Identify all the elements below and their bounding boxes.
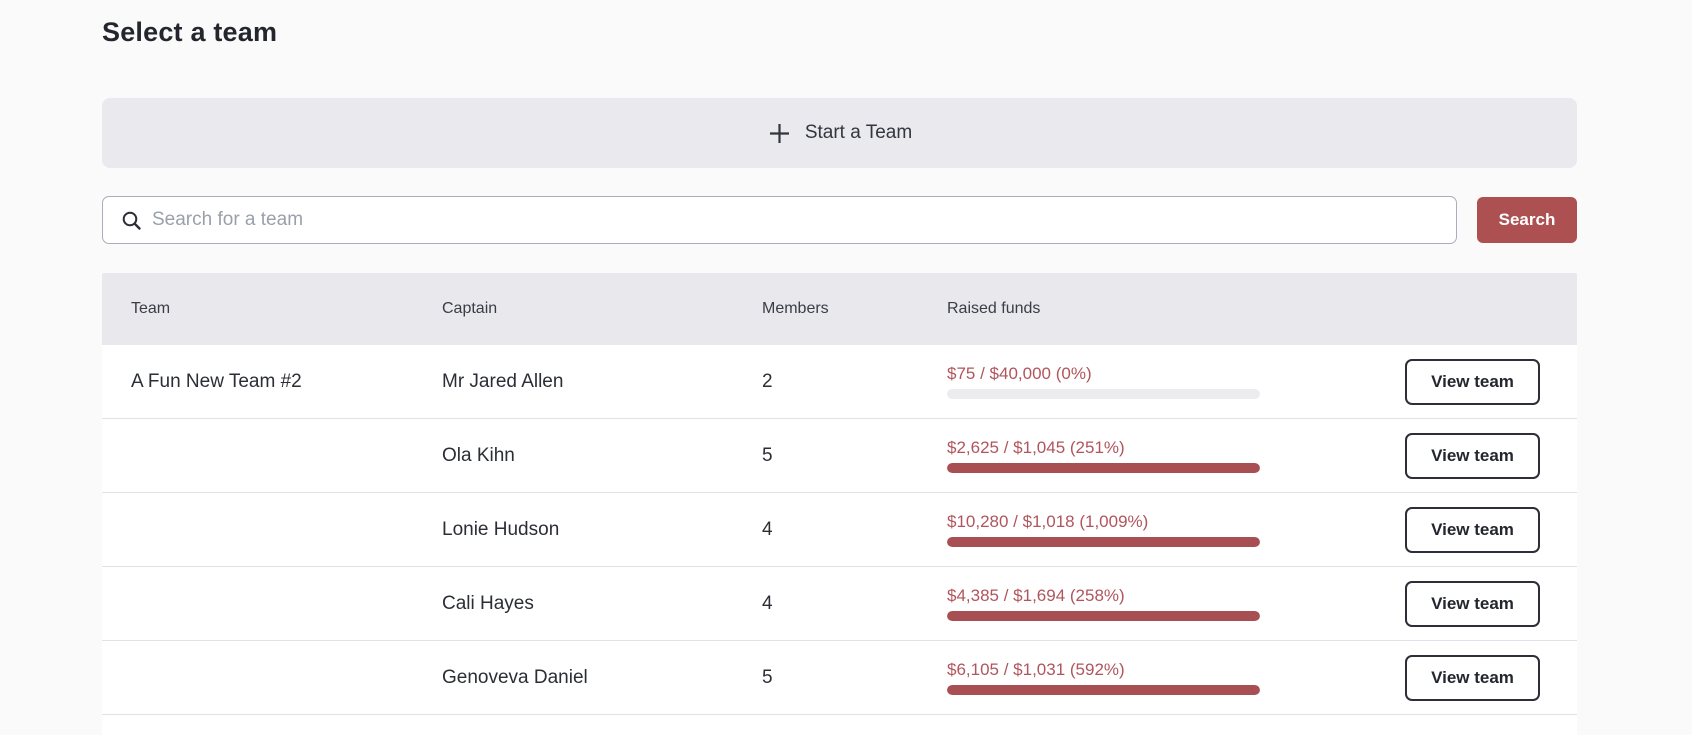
raised-funds-cell: $4,385 / $1,694 (258%)	[917, 586, 1372, 621]
view-team-button[interactable]: View team	[1405, 358, 1540, 405]
table-header-row: Team Captain Members Raised funds	[102, 273, 1577, 345]
raised-funds-text: $2,625 / $1,045 (251%)	[947, 438, 1125, 457]
table-row: Ola Kihn 5 $2,625 / $1,045 (251%) View t…	[102, 419, 1577, 493]
captain-cell: Genoveva Daniel	[442, 666, 588, 688]
progress-bar	[947, 389, 1260, 399]
table-row: Cali Hayes 4 $4,385 / $1,694 (258%) View…	[102, 567, 1577, 641]
raised-funds-text: $6,105 / $1,031 (592%)	[947, 660, 1125, 679]
raised-funds-text: $10,280 / $1,018 (1,009%)	[947, 512, 1149, 531]
view-team-button[interactable]: View team	[1405, 432, 1540, 479]
raised-funds-cell: $10,280 / $1,018 (1,009%)	[917, 512, 1372, 547]
raised-funds-cell: $6,105 / $1,031 (592%)	[917, 660, 1372, 695]
start-a-team-label: Start a Team	[804, 122, 913, 143]
progress-bar	[947, 611, 1260, 621]
teams-table: Team Captain Members Raised funds A Fun …	[102, 273, 1577, 735]
progress-bar	[947, 463, 1260, 473]
members-cell: 4	[762, 518, 773, 540]
raised-funds-text: $75 / $40,000 (0%)	[947, 364, 1092, 383]
members-cell: 5	[762, 666, 773, 688]
team-name-cell: A Fun New Team #2	[131, 370, 302, 392]
table-row: Genoveva Daniel 5 $6,105 / $1,031 (592%)…	[102, 641, 1577, 715]
members-cell: 5	[762, 444, 773, 466]
raised-funds-cell: $75 / $40,000 (0%)	[917, 364, 1372, 399]
table-row: Lonie Hudson 4 $10,280 / $1,018 (1,009%)…	[102, 493, 1577, 567]
raised-funds-cell: $2,625 / $1,045 (251%)	[917, 438, 1372, 473]
table-row: A Fun New Team #2 Mr Jared Allen 2 $75 /…	[102, 345, 1577, 419]
column-header-raised-funds: Raised funds	[947, 300, 1041, 317]
search-input[interactable]	[152, 197, 1456, 243]
search-icon	[122, 211, 141, 230]
start-a-team-button[interactable]: Start a Team	[102, 98, 1577, 168]
progress-bar	[947, 537, 1260, 547]
captain-cell: Lonie Hudson	[442, 518, 560, 540]
captain-cell: Ola Kihn	[442, 444, 515, 466]
column-header-team: Team	[131, 300, 171, 317]
next-row-partial	[102, 715, 1577, 735]
column-header-members: Members	[762, 300, 829, 317]
page-title: Select a team	[102, 17, 278, 47]
plus-icon	[767, 121, 792, 146]
members-cell: 4	[762, 592, 773, 614]
search-button[interactable]: Search	[1477, 197, 1577, 243]
search-row: Search	[102, 196, 1577, 244]
captain-cell: Cali Hayes	[442, 592, 534, 614]
search-box	[102, 196, 1457, 244]
view-team-button[interactable]: View team	[1405, 580, 1540, 627]
progress-bar	[947, 685, 1260, 695]
column-header-captain: Captain	[442, 300, 498, 317]
captain-cell: Mr Jared Allen	[442, 370, 564, 392]
view-team-button[interactable]: View team	[1405, 506, 1540, 553]
view-team-button[interactable]: View team	[1405, 654, 1540, 701]
members-cell: 2	[762, 370, 773, 392]
raised-funds-text: $4,385 / $1,694 (258%)	[947, 586, 1125, 605]
